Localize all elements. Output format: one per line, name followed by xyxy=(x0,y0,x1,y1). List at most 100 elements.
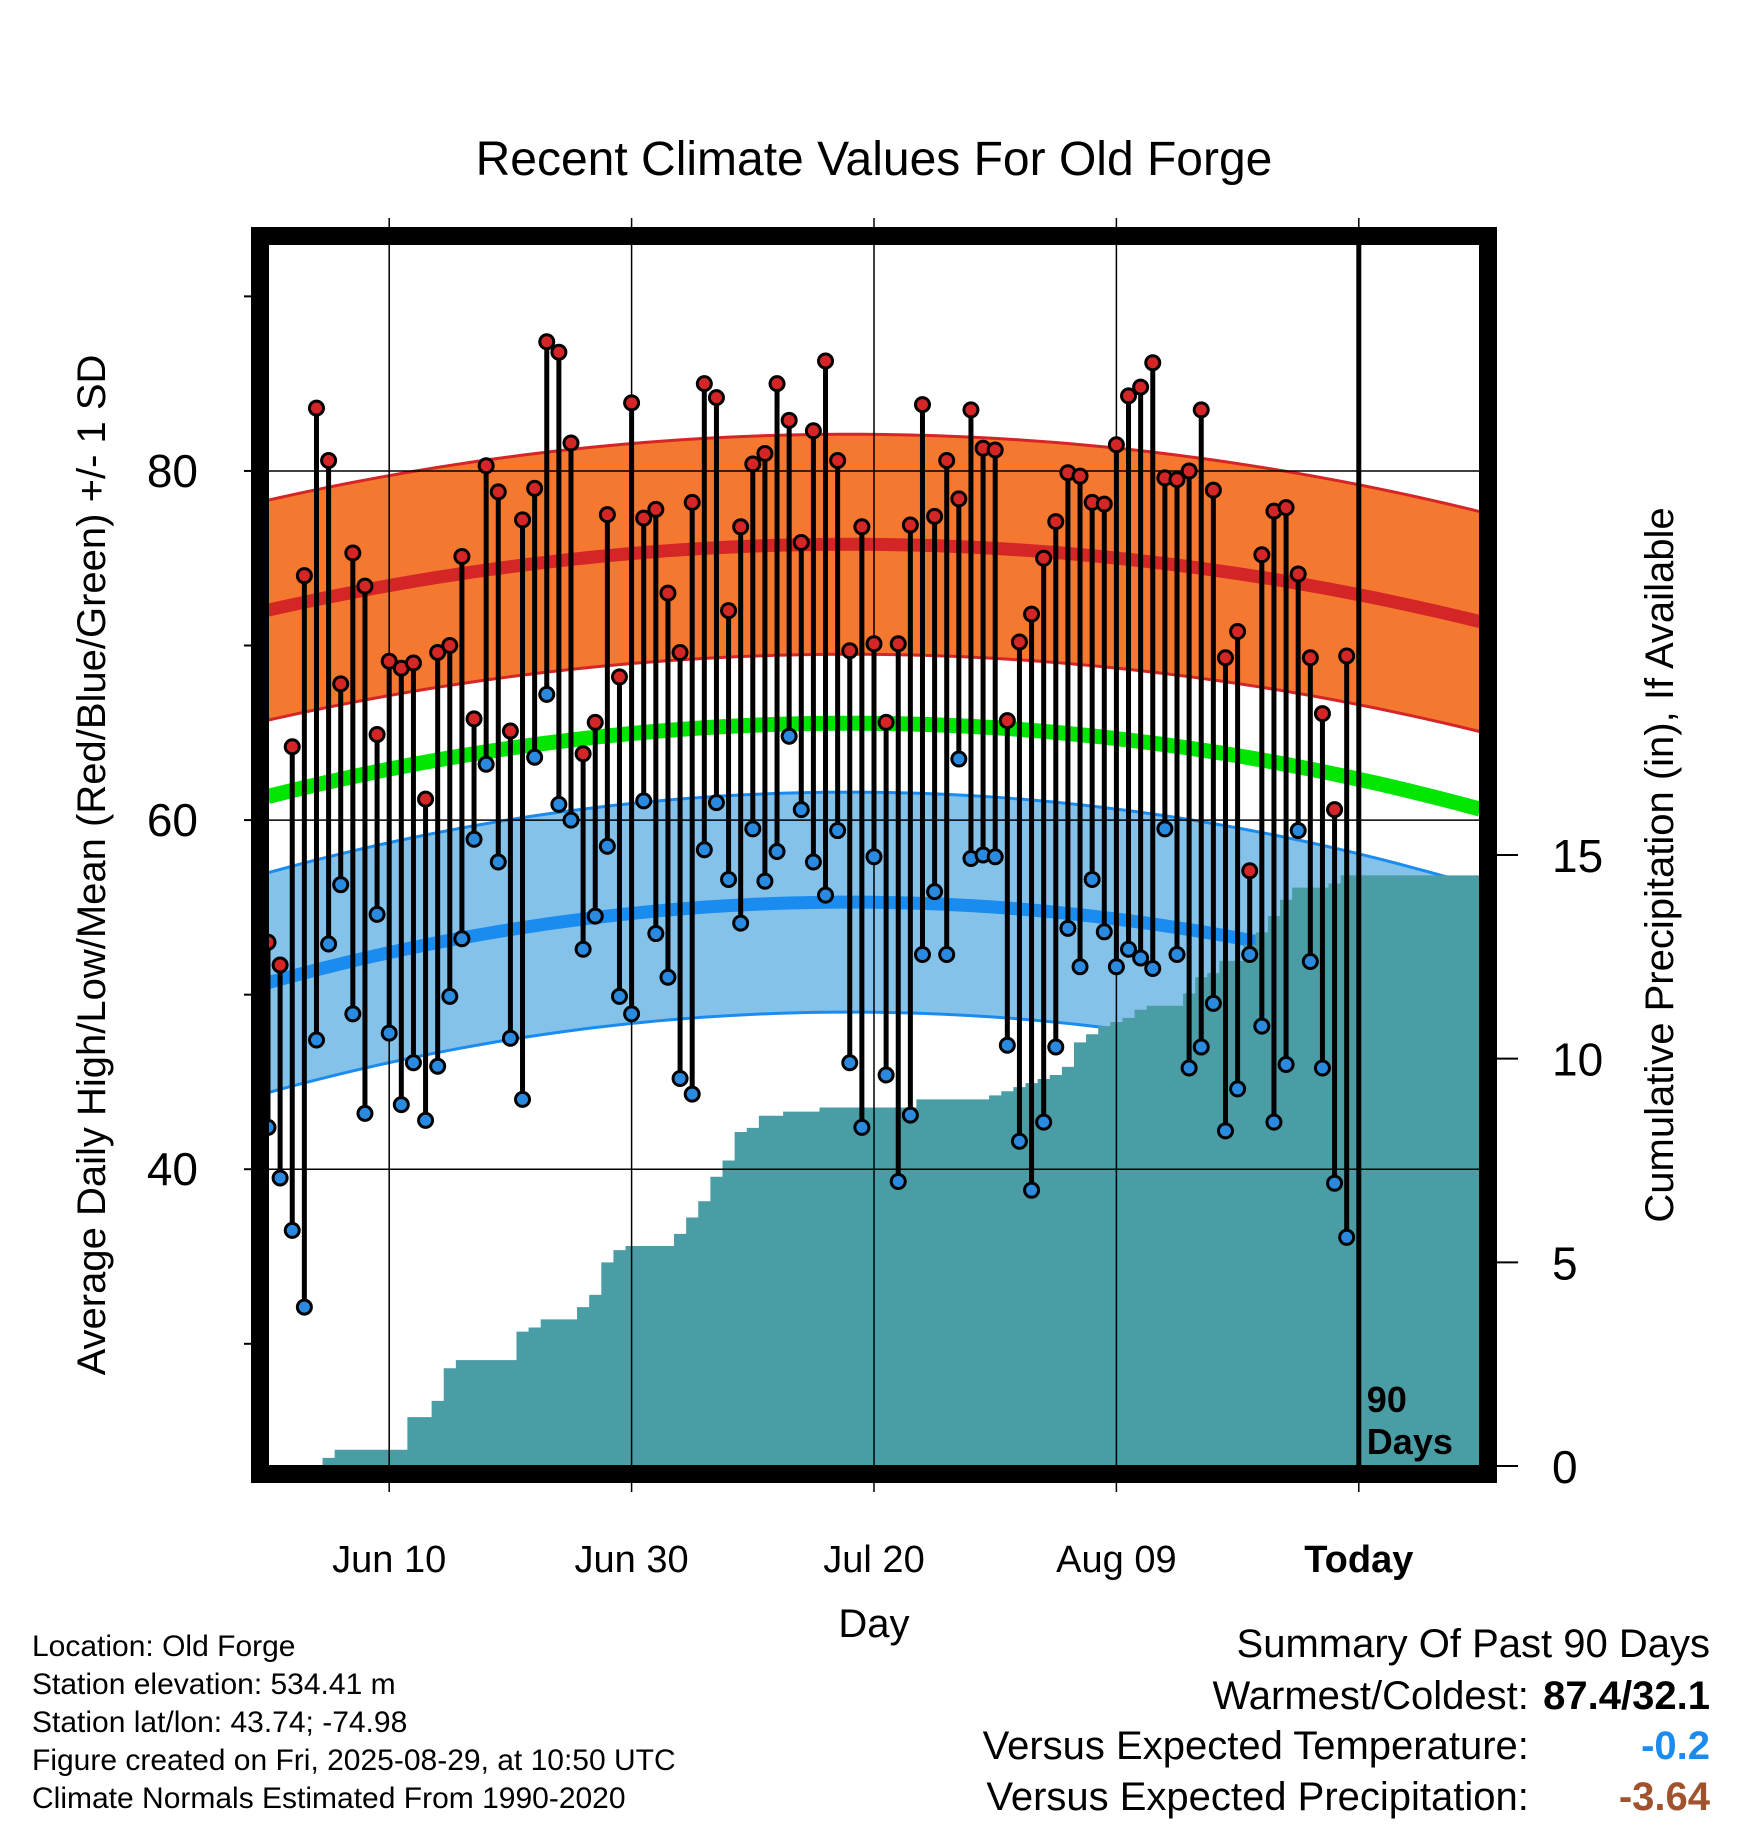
daily-high-point xyxy=(1326,801,1344,819)
daily-low-point xyxy=(356,1104,374,1122)
daily-low-point xyxy=(1023,1181,1041,1199)
daily-high-point xyxy=(998,712,1016,730)
daily-low-point xyxy=(1132,949,1150,967)
station-info: Location: Old Forge Station elevation: 5… xyxy=(32,1628,676,1818)
daily-low-point xyxy=(877,1066,895,1084)
daily-high-point xyxy=(623,394,641,412)
daily-high-point xyxy=(986,441,1004,459)
daily-low-point xyxy=(501,1029,519,1047)
daily-high-point xyxy=(768,375,786,393)
plot-frame xyxy=(251,227,1497,1483)
info-normals: Climate Normals Estimated From 1990-2020 xyxy=(32,1782,626,1815)
daily-high-point xyxy=(889,635,907,653)
daily-low-point xyxy=(392,1096,410,1114)
daily-low-point xyxy=(1253,1017,1271,1035)
daily-low-point xyxy=(307,1031,325,1049)
daily-low-point xyxy=(1168,946,1186,964)
daily-high-point xyxy=(817,352,835,370)
daily-high-point xyxy=(683,493,701,511)
daily-high-point xyxy=(598,506,616,524)
daily-high-point xyxy=(1035,549,1053,567)
daily-high-point xyxy=(744,455,762,473)
daily-high-point xyxy=(307,399,325,417)
daily-low-point xyxy=(1035,1113,1053,1131)
x-tick-label: Aug 09 xyxy=(1056,1539,1176,1581)
x-axis-label: Day xyxy=(838,1602,909,1646)
daily-high-point xyxy=(295,567,313,585)
daily-high-point xyxy=(1241,862,1259,880)
daily-high-point xyxy=(1047,513,1065,531)
daily-high-point xyxy=(489,483,507,501)
y2-tick-label: 5 xyxy=(1552,1237,1578,1289)
daily-low-point xyxy=(1216,1122,1234,1140)
daily-low-point xyxy=(768,843,786,861)
today-days-label-number: 90 xyxy=(1367,1379,1407,1420)
daily-high-point xyxy=(1216,649,1234,667)
daily-low-point xyxy=(926,883,944,901)
daily-low-point xyxy=(1107,958,1125,976)
daily-low-point xyxy=(647,925,665,943)
daily-low-point xyxy=(1301,952,1319,970)
daily-low-point xyxy=(986,848,1004,866)
daily-high-point xyxy=(574,745,592,763)
daily-low-point xyxy=(586,907,604,925)
x-tick-label: Jul 20 xyxy=(823,1539,924,1581)
daily-high-point xyxy=(441,637,459,655)
daily-high-point xyxy=(380,652,398,670)
warm-cold-value: 87.4/32.1 xyxy=(1543,1674,1710,1718)
daily-high-point xyxy=(429,643,447,661)
daily-low-point xyxy=(1229,1080,1247,1098)
daily-low-point xyxy=(271,1169,289,1187)
daily-low-point xyxy=(635,792,653,810)
daily-low-point xyxy=(1313,1059,1331,1077)
daily-high-point xyxy=(804,422,822,440)
daily-high-point xyxy=(695,375,713,393)
daily-low-point xyxy=(950,750,968,768)
x-tick-label: Jun 10 xyxy=(332,1539,446,1581)
daily-high-point xyxy=(1277,499,1295,517)
daily-low-point xyxy=(1338,1228,1356,1246)
daily-high-point xyxy=(720,602,738,620)
daily-low-point xyxy=(1144,959,1162,977)
y-axis-label: Average Daily High/Low/Mean (Red/Blue/Gr… xyxy=(70,355,114,1376)
daily-high-point xyxy=(526,479,544,497)
daily-high-point xyxy=(659,584,677,602)
warm-cold-label: Warmest/Coldest: xyxy=(1212,1674,1529,1718)
y-tick-label: 60 xyxy=(147,794,198,846)
daily-low-point xyxy=(368,905,386,923)
daily-high-point xyxy=(610,668,628,686)
summary-warm-cold: Warmest/Coldest: 87.4/32.1 xyxy=(1213,1674,1711,1719)
y2-tick-label: 10 xyxy=(1552,1034,1603,1086)
daily-low-point xyxy=(550,795,568,813)
precip-value: -3.64 xyxy=(1618,1775,1710,1819)
daily-high-point xyxy=(1132,378,1150,396)
y2-axis-label: Cumulative Precipitation (in), If Availa… xyxy=(1638,507,1682,1222)
temp-label: Versus Expected Temperature: xyxy=(982,1724,1529,1768)
x-tick-label: Jun 30 xyxy=(575,1539,689,1581)
daily-high-point xyxy=(320,451,338,469)
daily-low-point xyxy=(792,801,810,819)
daily-low-point xyxy=(732,914,750,932)
daily-low-point xyxy=(465,830,483,848)
daily-low-point xyxy=(598,837,616,855)
daily-high-point xyxy=(271,956,289,974)
daily-high-point xyxy=(938,451,956,469)
cumulative-precip-area xyxy=(261,875,1481,1466)
daily-low-point xyxy=(804,853,822,871)
daily-high-point xyxy=(950,490,968,508)
y2-tick-label: 15 xyxy=(1552,830,1603,882)
x-tick-label: Today xyxy=(1304,1539,1413,1581)
summary-precip: Versus Expected Precipitation: -3.64 xyxy=(986,1775,1710,1820)
summary-heading: Summary Of Past 90 Days xyxy=(1236,1622,1710,1666)
daily-high-point xyxy=(853,518,871,536)
daily-high-point xyxy=(732,518,750,536)
daily-high-point xyxy=(1023,605,1041,623)
daily-low-point xyxy=(344,1005,362,1023)
daily-high-point xyxy=(1010,633,1028,651)
daily-high-point xyxy=(829,451,847,469)
daily-high-point xyxy=(538,333,556,351)
daily-high-point xyxy=(1071,467,1089,485)
daily-low-point xyxy=(659,968,677,986)
daily-high-point xyxy=(501,722,519,740)
